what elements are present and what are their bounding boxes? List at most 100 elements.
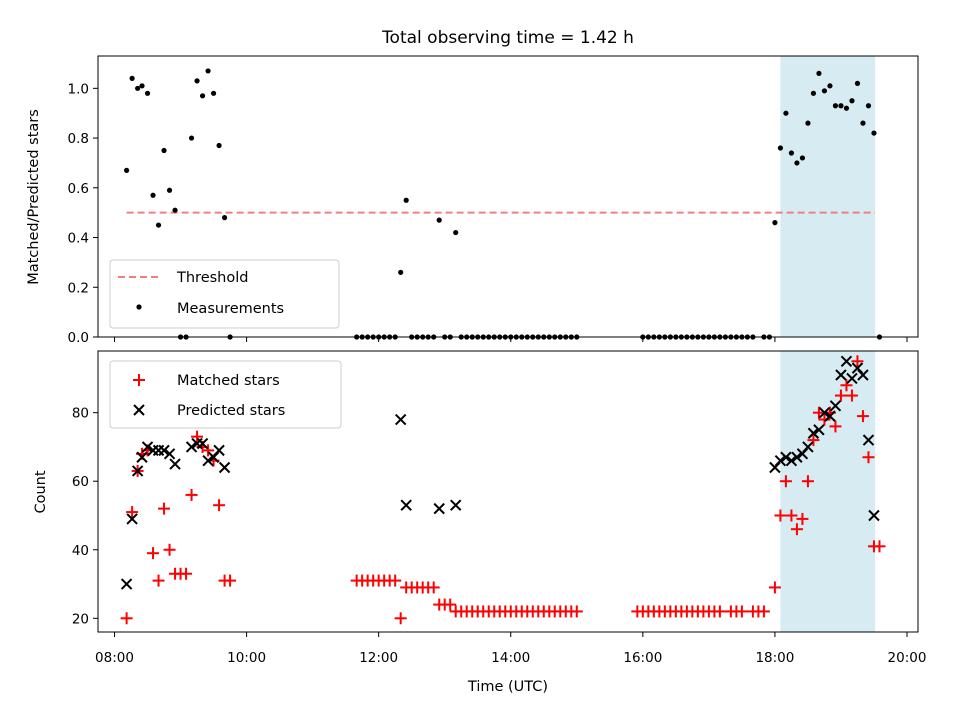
matched-star-point: [191, 430, 204, 443]
top-legend: Threshold Measurements: [109, 259, 340, 329]
matched-star-point: [158, 502, 171, 515]
matched-star-point: [779, 475, 792, 488]
legend-matched-label: Matched stars: [177, 373, 280, 389]
matched-star-point: [862, 451, 875, 464]
matched-star-point: [829, 420, 842, 433]
measurement-point: [777, 145, 784, 151]
top-panel: Total observing time = 1.42 h 0.00.20.40…: [26, 28, 919, 346]
top-chart-title: Total observing time = 1.42 h: [381, 28, 634, 48]
matched-star-point: [120, 612, 133, 625]
x-tick-label: 14:00: [491, 650, 530, 666]
measurement-point: [827, 83, 833, 89]
matched-star-point: [768, 581, 781, 594]
predicted-star-point: [120, 578, 133, 590]
measurement-point: [821, 88, 828, 94]
top-y-ticks: 0.0 0.2 0.4 0.6 0.8 1.0: [68, 81, 98, 346]
measurement-point: [816, 70, 822, 77]
y-tick-label: 0.6: [68, 181, 89, 197]
predicted-star-point: [400, 499, 412, 511]
y-tick-label: 40: [72, 543, 89, 559]
measurement-point: [832, 103, 839, 109]
predicted-star-point: [213, 444, 225, 457]
measurement-point: [849, 98, 855, 104]
predicted-star-point: [202, 454, 214, 467]
measurement-point: [865, 103, 872, 109]
predicted-star-point: [218, 461, 231, 474]
matched-star-point: [774, 509, 787, 522]
legend-measurements-label: Measurements: [177, 301, 284, 317]
measurement-point: [166, 187, 173, 193]
predicted-star-point: [450, 499, 462, 511]
bottom-x-ticks: 08:00 10:00 12:00 14:00 16:00 18:00 20:00: [95, 632, 926, 666]
predicted-star-point: [868, 509, 880, 522]
top-plot-frame: [97, 55, 919, 338]
predicted-star-point: [774, 454, 787, 467]
matched-star-point: [427, 581, 440, 594]
matched-star-point: [713, 605, 726, 618]
bottom-plot-frame: [97, 350, 919, 633]
measurement-point: [199, 93, 206, 99]
bottom-predicted-stars: [120, 355, 880, 590]
top-y-axis-label: Matched/Predicted stars: [26, 109, 42, 285]
predicted-star-point: [818, 406, 831, 419]
legend-predicted-label: Predicted stars: [177, 403, 285, 419]
predicted-star-point: [785, 454, 798, 467]
measurement-point: [453, 229, 459, 236]
predicted-star-point: [857, 369, 869, 381]
y-tick-label: 60: [72, 474, 89, 490]
measurement-point: [150, 192, 156, 198]
measurement-point: [155, 222, 162, 228]
y-tick-label: 1.0: [68, 81, 89, 97]
predicted-star-point: [862, 434, 875, 446]
predicted-star-point: [185, 441, 198, 453]
predicted-star-point: [780, 451, 792, 463]
measurement-point: [805, 120, 811, 126]
measurement-point: [799, 155, 806, 161]
y-tick-label: 0.8: [68, 131, 89, 147]
measurement-point: [843, 105, 850, 111]
measurement-point: [135, 85, 141, 91]
matched-star-point: [224, 574, 237, 587]
matched-star-point: [790, 523, 803, 536]
bottom-y-ticks: 20 40 60 80: [72, 406, 98, 627]
bottom-highlight-span: [780, 351, 876, 632]
predicted-star-point: [141, 441, 154, 453]
measurement-point: [221, 215, 228, 221]
matched-star-point: [873, 540, 886, 553]
predicted-star-point: [169, 458, 181, 470]
measurement-point: [788, 150, 795, 156]
predicted-star-point: [196, 437, 209, 450]
y-tick-label: 0.2: [68, 280, 89, 296]
matched-star-point: [180, 567, 193, 580]
measurement-point: [838, 103, 844, 109]
x-tick-label: 10:00: [227, 650, 266, 666]
measurement-point: [129, 75, 135, 81]
predicted-star-point: [829, 400, 842, 412]
measurement-point: [188, 135, 195, 141]
bottom-legend: Matched stars Predicted stars: [109, 360, 342, 429]
predicted-star-point: [846, 372, 858, 385]
matched-star-point: [840, 379, 853, 392]
predicted-star-point: [158, 444, 170, 457]
y-tick-label: 0.0: [68, 330, 89, 346]
matched-star-point: [834, 389, 847, 402]
matched-star-point: [185, 488, 198, 501]
matched-star-point: [735, 605, 748, 618]
measurement-point: [860, 120, 866, 126]
measurement-point: [871, 130, 877, 136]
matched-star-point: [213, 499, 226, 512]
predicted-star-point: [433, 502, 445, 515]
legend-predicted-swatch: [133, 404, 145, 416]
y-tick-label: 20: [72, 611, 89, 627]
measurement-point: [205, 68, 211, 74]
measurement-point: [124, 167, 130, 173]
matched-star-point: [856, 410, 869, 423]
legend-measurements-swatch: [136, 304, 142, 310]
matched-star-point: [851, 355, 864, 368]
matched-star-point: [163, 543, 176, 556]
matched-star-point: [202, 444, 215, 457]
measurement-point: [854, 80, 861, 86]
legend-threshold-label: Threshold: [176, 270, 248, 286]
matched-star-point: [147, 547, 160, 560]
predicted-star-point: [824, 410, 836, 422]
